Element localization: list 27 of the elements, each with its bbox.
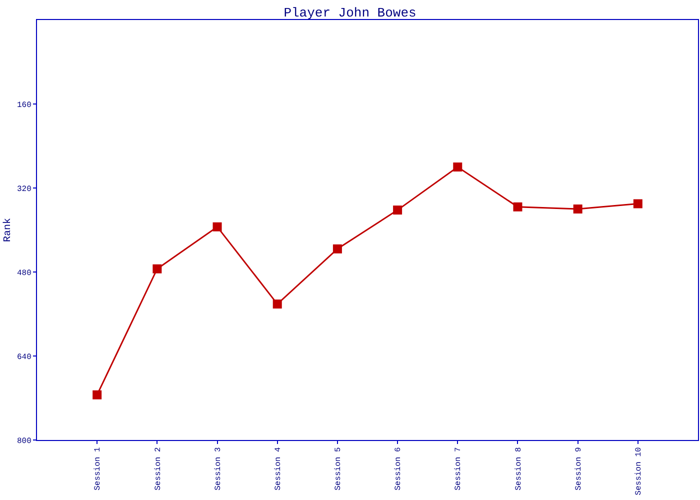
x-tick-label: Session 7: [454, 447, 464, 490]
point: [513, 202, 522, 212]
point: [453, 162, 462, 172]
point: [393, 206, 402, 215]
x-tick-label: Session 4: [274, 447, 283, 490]
x-tick-label: Session 8: [514, 447, 524, 490]
point: [573, 204, 582, 214]
point: [212, 222, 222, 232]
x-tick-label: Session 10: [634, 447, 644, 496]
point: [152, 264, 162, 274]
point: [332, 244, 342, 254]
x-tick-label: Session 2: [154, 447, 163, 490]
x-tick-label: Session 6: [394, 447, 404, 490]
x-tick-label: Session 5: [334, 447, 344, 490]
point: [633, 199, 642, 208]
x-tick-label: Session 1: [94, 447, 103, 490]
x-tick-label: Session 9: [574, 447, 584, 490]
chart-title: Player John Bowes: [284, 6, 416, 21]
y-tick-label: 640: [16, 352, 32, 362]
y-axis-title: Rank: [2, 218, 14, 242]
y-tick-label: 480: [16, 268, 32, 278]
y-tick-label: 800: [16, 436, 32, 446]
point: [92, 390, 102, 400]
y-tick-label: 160: [16, 100, 32, 110]
y-tick-label: 320: [16, 184, 32, 194]
x-tick-label: Session 3: [214, 447, 223, 490]
point: [272, 300, 282, 309]
